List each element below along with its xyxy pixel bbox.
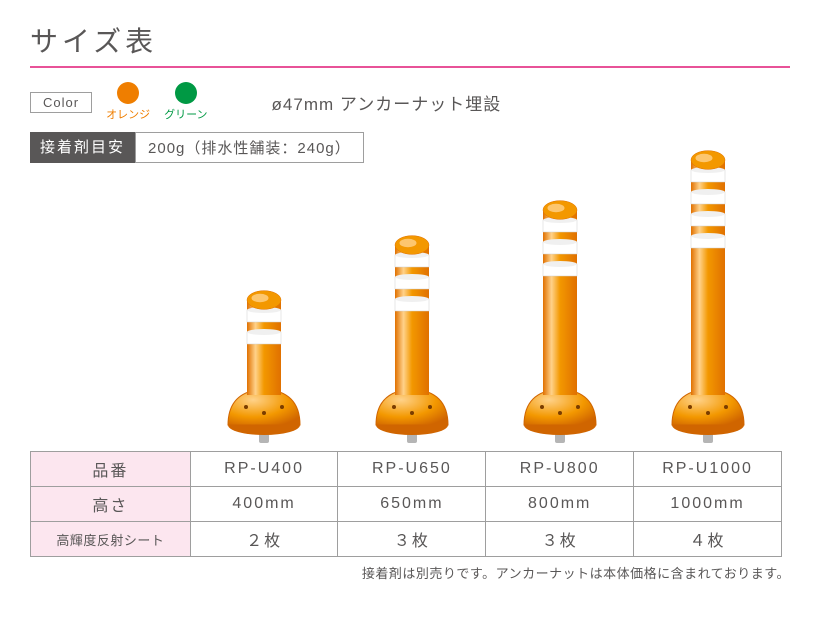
product-diagram-row xyxy=(30,167,790,447)
pole-icon xyxy=(224,283,304,447)
table-row-height: 高さ 400mm 650mm 800mm 1000mm xyxy=(31,487,782,522)
color-swatch-orange: オレンジ xyxy=(106,82,150,122)
cell-height: 650mm xyxy=(338,487,486,522)
rowhead-height: 高さ xyxy=(31,487,191,522)
cell-model: RP-U400 xyxy=(190,452,338,487)
cell-model: RP-U1000 xyxy=(634,452,782,487)
rowhead-model: 品番 xyxy=(31,452,191,487)
pole-icon xyxy=(372,228,452,447)
color-spec-row: Color オレンジ グリーン ø47mm アンカーナット埋設 xyxy=(30,82,790,122)
footnote: 接着剤は別売りです。アンカーナットは本体価格に含まれております。 xyxy=(30,563,790,582)
swatch-label: グリーン xyxy=(164,106,207,122)
pole-cell xyxy=(486,193,634,447)
title-rule xyxy=(30,66,790,68)
swatch-circle xyxy=(175,82,197,104)
color-label-chip: Color xyxy=(30,92,92,113)
adhesive-label: 接着剤目安 xyxy=(30,132,135,163)
adhesive-value: 200g（排水性舗装：240g） xyxy=(135,132,364,163)
cell-model: RP-U800 xyxy=(486,452,634,487)
pole-cell xyxy=(338,228,486,447)
page-title: サイズ表 xyxy=(30,20,790,60)
color-swatch-green: グリーン xyxy=(164,82,207,122)
pole-icon xyxy=(668,143,748,447)
anchor-spec-text: ø47mm アンカーナット埋設 xyxy=(272,90,502,115)
pole-icon xyxy=(520,193,600,447)
cell-height: 800mm xyxy=(486,487,634,522)
rowhead-sheets: 高輝度反射シート xyxy=(31,522,191,557)
pole-cell xyxy=(634,143,782,447)
cell-height: 400mm xyxy=(190,487,338,522)
table-row-sheets: 高輝度反射シート ２枚 ３枚 ３枚 ４枚 xyxy=(31,522,782,557)
swatch-circle xyxy=(117,82,139,104)
cell-sheets: ２枚 xyxy=(190,522,338,557)
cell-model: RP-U650 xyxy=(338,452,486,487)
cell-sheets: ３枚 xyxy=(338,522,486,557)
swatch-label: オレンジ xyxy=(106,106,150,122)
cell-sheets: ３枚 xyxy=(486,522,634,557)
cell-sheets: ４枚 xyxy=(634,522,782,557)
cell-height: 1000mm xyxy=(634,487,782,522)
table-row-model: 品番 RP-U400 RP-U650 RP-U800 RP-U1000 xyxy=(31,452,782,487)
pole-cell xyxy=(190,283,338,447)
size-table: 品番 RP-U400 RP-U650 RP-U800 RP-U1000 高さ 4… xyxy=(30,451,782,557)
